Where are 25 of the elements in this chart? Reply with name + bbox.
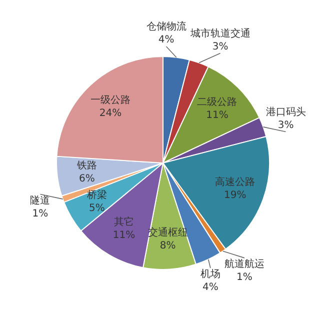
- data-label: 24%: [99, 108, 122, 120]
- slice-label: 其它: [114, 216, 134, 228]
- slice-label: 铁路: [76, 160, 97, 172]
- slice-label: 城市轨道交通: [189, 27, 250, 40]
- slice-label: 航道航运: [224, 258, 264, 270]
- data-label: 4%: [158, 34, 174, 46]
- slice-label: 港口码头: [266, 106, 306, 118]
- slice-label: 高速公路: [215, 176, 256, 188]
- data-label: 3%: [278, 120, 294, 131]
- data-label: 3%: [212, 41, 228, 52]
- slice-label: 隧道: [30, 194, 50, 206]
- data-label: 11%: [112, 230, 136, 242]
- data-label: 1%: [236, 272, 252, 284]
- slice-label: 桥梁: [86, 189, 107, 202]
- slice-label: 二级公路: [197, 96, 238, 108]
- data-label: 1%: [32, 208, 48, 220]
- slice-label: 一级公路: [90, 94, 131, 106]
- data-label: 11%: [206, 110, 228, 121]
- data-label: 4%: [202, 282, 218, 294]
- slice-label: 仓储物流: [146, 20, 186, 33]
- data-label: 8%: [160, 240, 176, 252]
- data-label: 5%: [89, 203, 105, 214]
- data-label: 6%: [78, 174, 95, 185]
- slice-label: 机场: [200, 268, 220, 280]
- data-label: 19%: [224, 190, 246, 202]
